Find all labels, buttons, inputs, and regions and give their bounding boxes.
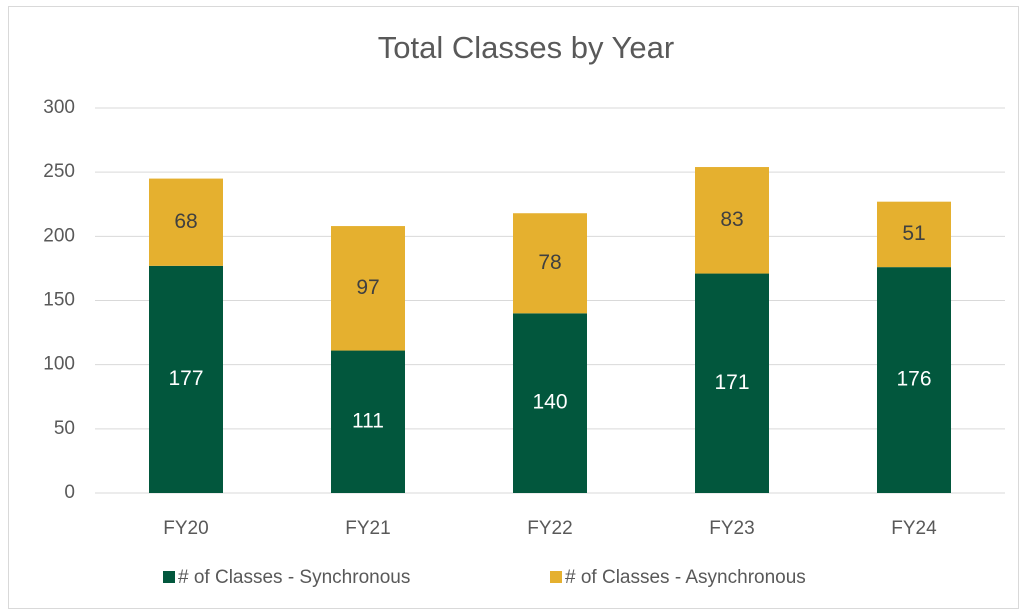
data-label: 176 [896, 368, 931, 391]
x-tick-label: FY23 [709, 518, 754, 539]
x-tick-label: FY24 [891, 518, 937, 539]
data-label: 97 [356, 276, 379, 299]
data-label: 111 [352, 409, 384, 432]
bar-segment [331, 350, 405, 493]
y-tick-label: 150 [43, 290, 75, 311]
y-tick-label: 50 [54, 418, 75, 439]
data-label: 171 [714, 371, 749, 394]
legend-label: # of Classes - Synchronous [178, 567, 410, 588]
data-label: 140 [532, 391, 567, 414]
bar-segment [513, 213, 587, 314]
bar-segment [331, 226, 405, 351]
legend-marker [550, 571, 562, 583]
legend-marker [163, 571, 175, 583]
y-tick-label: 0 [64, 482, 75, 503]
x-tick-label: FY22 [527, 518, 572, 539]
y-tick-label: 250 [43, 161, 75, 182]
data-label: 177 [168, 367, 203, 390]
bar-segment [695, 167, 769, 274]
bar-segment [513, 313, 587, 493]
x-tick-label: FY21 [345, 518, 390, 539]
bar-segment [695, 273, 769, 493]
x-tick-label: FY20 [163, 518, 208, 539]
bar-segment [877, 201, 951, 268]
legend-label: # of Classes - Asynchronous [565, 567, 806, 588]
bar-segment [149, 265, 223, 493]
data-label: 68 [174, 210, 197, 233]
data-label: 83 [720, 208, 743, 231]
data-label: 51 [902, 222, 925, 245]
bar-segment [877, 267, 951, 493]
chart-title: Total Classes by Year [378, 30, 674, 65]
y-tick-label: 300 [43, 97, 75, 118]
data-label: 78 [538, 251, 561, 274]
y-tick-label: 200 [43, 225, 75, 246]
bar-segment [149, 178, 223, 266]
y-tick-label: 100 [43, 354, 75, 375]
